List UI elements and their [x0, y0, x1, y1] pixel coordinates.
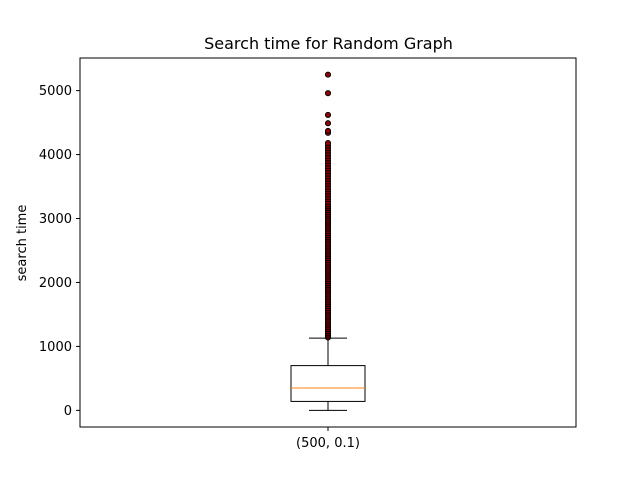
y-tick-label: 0	[64, 404, 72, 419]
y-tick-label: 1000	[39, 340, 72, 355]
plot-area: 0 1000 2000 3000 4000 5000 (500, 0.1)	[39, 57, 577, 451]
chart-title: Search time for Random Graph	[204, 34, 453, 53]
outlier-point	[324, 140, 332, 147]
x-tick-label: (500, 0.1)	[296, 436, 360, 451]
outlier-point	[324, 127, 332, 134]
outlier-point	[324, 120, 332, 127]
y-axis-label: search time	[15, 205, 30, 282]
y-tick-label: 4000	[39, 148, 72, 163]
y-tick-label: 5000	[39, 84, 72, 99]
outlier-point	[324, 111, 332, 118]
outlier-point	[324, 71, 332, 78]
y-tick-label: 3000	[39, 212, 72, 227]
outlier-point	[324, 90, 332, 97]
iqr-box	[290, 365, 366, 402]
y-tick-label: 2000	[39, 276, 72, 291]
